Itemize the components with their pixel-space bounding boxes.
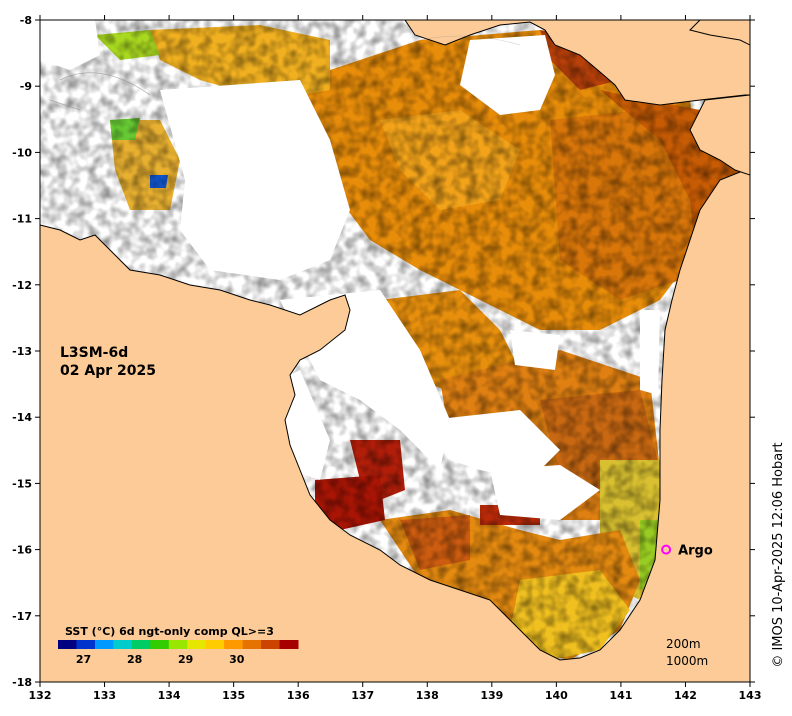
credit-text: © IMOS 10-Apr-2025 12:06 Hobart [771, 442, 786, 667]
sst-legend: SST (°C) 6d ngt-only comp QL>=3 27 28 29 30 [58, 625, 299, 666]
lon-tick-label: 133 [93, 689, 116, 702]
land-australia [40, 169, 750, 682]
lat-tick-label: -9 [20, 80, 32, 93]
lat-tick-label: -10 [12, 146, 32, 159]
lat-tick-label: -16 [12, 544, 32, 557]
legend-title: SST (°C) 6d ngt-only comp QL>=3 [65, 625, 274, 638]
lon-tick-label: 143 [739, 689, 762, 702]
colorbar-segment [224, 640, 244, 649]
lon-tick-label: 132 [29, 689, 52, 702]
colorbar-segment [168, 640, 188, 649]
cloud-gap-east-strip [640, 310, 660, 395]
cloud-gap-middle [430, 410, 560, 480]
contour-label-200m: 200m [666, 637, 701, 651]
colorbar-segment [131, 640, 151, 649]
lon-tick-label: 140 [545, 689, 568, 702]
lat-tick-label: -18 [12, 676, 32, 689]
lon-tick-label: 137 [351, 689, 374, 702]
colorbar-segment [279, 640, 299, 649]
cloud-gap-small-2 [490, 465, 600, 520]
lon-tick-label: 134 [158, 689, 181, 702]
axis-ticks: 132 133 134 135 136 137 138 139 140 141 142 143 -8 -9… [12, 14, 761, 702]
lon-tick-label: 142 [674, 689, 697, 702]
legend-tick-label: 30 [229, 653, 245, 666]
lat-tick-label: -15 [12, 477, 32, 490]
colorbar-segment [94, 640, 114, 649]
legend-ticks: 27 28 29 30 [76, 653, 245, 666]
argo-label: Argo [678, 544, 713, 559]
lon-tick-label: 139 [480, 689, 503, 702]
cloud-gap-small-1 [510, 330, 560, 370]
colorbar-segment [205, 640, 225, 649]
map-area [40, 20, 750, 682]
lat-tick-label: -11 [12, 213, 32, 226]
colorbar-segment [261, 640, 281, 649]
cloud-gap-west [160, 80, 350, 280]
lat-tick-label: -13 [12, 345, 32, 358]
colorbar-segment [150, 640, 170, 649]
colorbar-segment [187, 640, 207, 649]
bathymetry-1000m-hint [419, 35, 521, 46]
legend-tick-label: 29 [178, 653, 193, 666]
land-cape-york-north [689, 94, 750, 176]
lat-tick-label: -8 [20, 14, 32, 27]
colorbar-segment [113, 640, 133, 649]
product-label: L3SM-6d [60, 345, 128, 361]
bathymetry-200m-hint [49, 72, 151, 111]
lat-tick-label: -17 [12, 610, 32, 623]
colorbar-segment [76, 640, 96, 649]
lon-tick-label: 141 [609, 689, 632, 702]
lat-tick-label: -12 [12, 279, 32, 292]
cloud-gap-nw-corner [40, 20, 100, 70]
colorbar-segment [242, 640, 262, 649]
colorbar [58, 640, 299, 649]
contour-label-1000m: 1000m [666, 654, 708, 668]
date-label: 02 Apr 2025 [60, 363, 156, 379]
lon-tick-label: 135 [222, 689, 245, 702]
lon-tick-label: 136 [287, 689, 310, 702]
legend-tick-label: 28 [127, 653, 142, 666]
legend-tick-label: 27 [76, 653, 91, 666]
cloud-gap-north [460, 35, 555, 115]
argo-marker[interactable] [661, 544, 672, 555]
land [40, 20, 750, 682]
lat-tick-label: -14 [12, 411, 32, 424]
land-north-east [689, 20, 750, 46]
lon-tick-label: 138 [416, 689, 439, 702]
colorbar-segment [58, 640, 77, 649]
